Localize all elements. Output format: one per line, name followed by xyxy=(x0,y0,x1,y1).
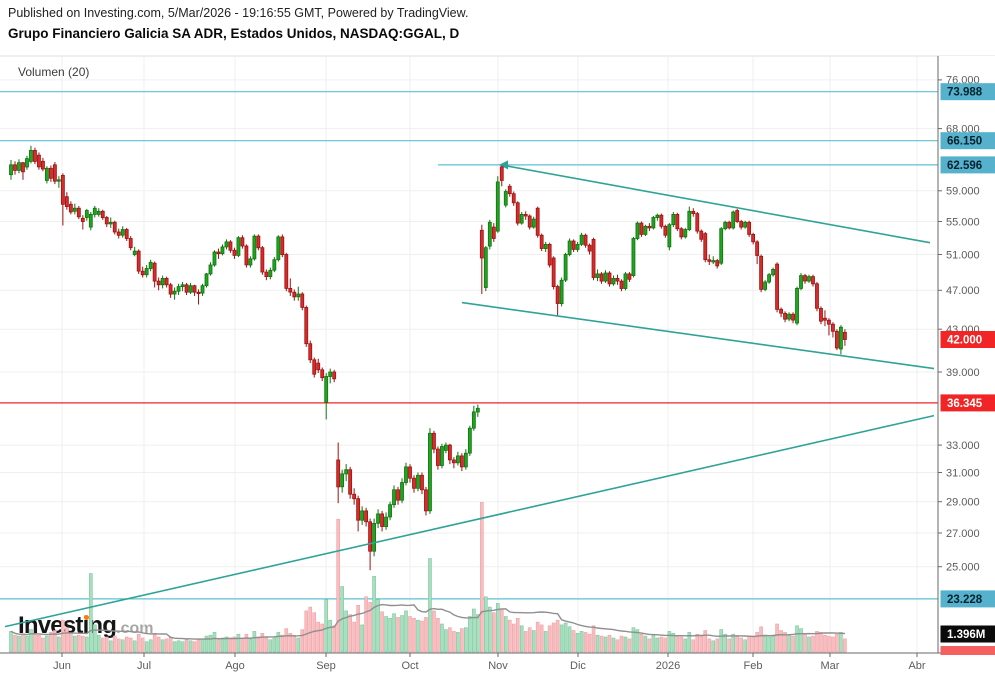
svg-text:73.988: 73.988 xyxy=(947,87,983,99)
svg-text:59.000: 59.000 xyxy=(946,186,980,198)
volume-ma-line xyxy=(10,603,845,640)
axis-panel xyxy=(938,56,995,653)
volume-ma-badge-partial xyxy=(940,646,995,655)
svg-text:62.596: 62.596 xyxy=(947,160,982,172)
svg-text:33.000: 33.000 xyxy=(946,440,980,452)
page-title: Grupo Financiero Galicia SA ADR, Estados… xyxy=(8,26,460,41)
vertical-gridlines xyxy=(61,56,918,653)
svg-text:Jun: Jun xyxy=(53,660,71,672)
svg-text:Nov: Nov xyxy=(488,660,508,672)
svg-text:Dic: Dic xyxy=(570,660,586,672)
published-line: Published on Investing.com, 5/Mar/2026 -… xyxy=(8,6,469,20)
svg-text:25.000: 25.000 xyxy=(946,562,980,574)
svg-text:Abr: Abr xyxy=(908,660,925,672)
price-lines xyxy=(0,91,938,600)
svg-text:2026: 2026 xyxy=(656,660,680,672)
svg-text:66.150: 66.150 xyxy=(947,136,982,148)
svg-text:31.000: 31.000 xyxy=(946,467,980,479)
axis-badges: 73.988 66.150 62.596 36.345 23.228 42.000 1.39… xyxy=(940,83,995,655)
svg-text:27.000: 27.000 xyxy=(946,528,980,540)
svg-text:Sep: Sep xyxy=(316,660,336,672)
volume-value-badge xyxy=(940,625,995,643)
trendlines xyxy=(4,164,935,628)
svg-text:Oct: Oct xyxy=(401,660,418,672)
svg-text:Feb: Feb xyxy=(744,660,763,672)
svg-text:42.000: 42.000 xyxy=(947,335,982,347)
orange-dot-icon xyxy=(84,615,89,620)
svg-text:47.000: 47.000 xyxy=(946,285,980,297)
svg-text:51.000: 51.000 xyxy=(946,249,980,261)
svg-text:36.345: 36.345 xyxy=(947,398,983,410)
svg-text:Ago: Ago xyxy=(225,660,245,672)
x-axis-labels: Jun Jul Ago Sep Oct Nov Dic 2026 Feb Mar Abr xyxy=(53,653,926,672)
svg-text:1.396M: 1.396M xyxy=(947,629,985,641)
volume-bars xyxy=(9,502,847,653)
svg-text:Mar: Mar xyxy=(821,660,840,672)
svg-text:23.228: 23.228 xyxy=(947,594,983,606)
svg-text:39.000: 39.000 xyxy=(946,367,980,379)
svg-text:29.000: 29.000 xyxy=(946,497,980,509)
svg-text:Jul: Jul xyxy=(137,660,151,672)
volume-indicator-label: Volumen (20) xyxy=(18,65,90,79)
svg-text:55.000: 55.000 xyxy=(946,216,980,228)
candles xyxy=(9,145,847,571)
